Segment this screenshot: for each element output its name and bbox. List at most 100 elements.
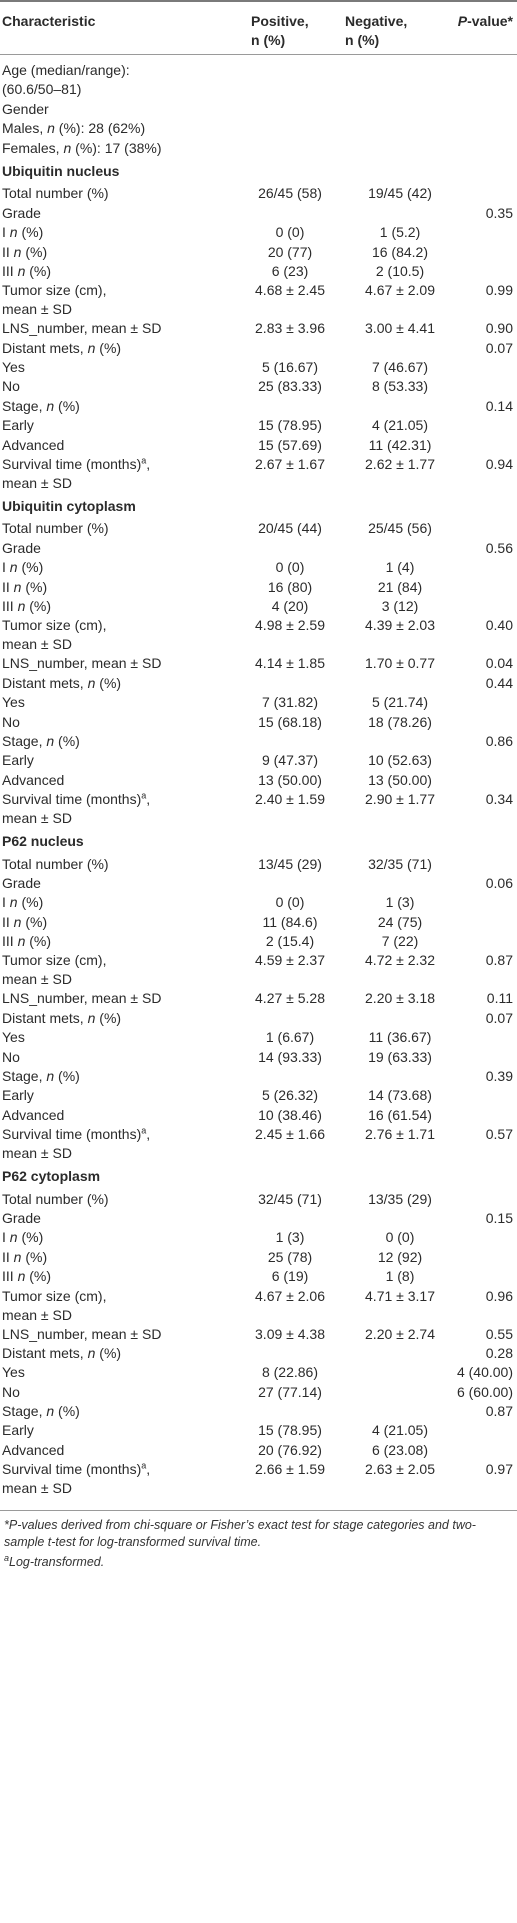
- section-header-row: P62 nucleus: [0, 828, 517, 854]
- positive-cell: 15 (78.95): [258, 1422, 322, 1439]
- row-label: Grade: [2, 204, 41, 221]
- pvalue-cell: [455, 1248, 517, 1267]
- pvalue-cell: 0.87: [485, 1403, 513, 1420]
- positive-cell: 25 (78): [267, 1248, 313, 1265]
- row-label: Yes: [2, 359, 25, 376]
- pvalue-cell: 0.86: [485, 732, 513, 749]
- negative-cell: [345, 1402, 455, 1421]
- positive-cell: 32/45 (71): [258, 1190, 322, 1207]
- pvalue-cell: 0.11: [486, 990, 513, 1007]
- row-label: Grade: [2, 874, 41, 891]
- table-row: LNS_number, mean ± SD 3.09 ± 4.38 2.20 ± 2…: [0, 1325, 517, 1344]
- pvalue-cell: 0.35: [485, 204, 513, 221]
- negative-cell: 10 (52.63): [368, 752, 432, 769]
- table-row: Yes 8 (22.86) 4 (40.00): [0, 1363, 517, 1382]
- table-row: Tumor size (cm), mean ± SD 4.67 ± 2.06 4.71…: [0, 1287, 517, 1325]
- table-row: Survival time (months)a, mean ± SD 2.45 ± …: [0, 1125, 517, 1163]
- row-label: Distant mets, n (%): [2, 1344, 122, 1361]
- table-row: Advanced 15 (57.69) 11 (42.31): [0, 436, 517, 455]
- negative-cell: [345, 339, 455, 358]
- row-label: LNS_number, mean ± SD: [2, 990, 162, 1007]
- row-label: Total number (%): [2, 185, 109, 202]
- general-row: (60.6/50–81): [0, 80, 517, 99]
- pvalue-cell: [455, 578, 517, 597]
- row-label: Total number (%): [2, 1190, 109, 1207]
- negative-cell: [345, 1209, 455, 1228]
- pvalue-cell: 0.14: [485, 397, 513, 414]
- positive-cell: 20 (77): [267, 243, 313, 260]
- pvalue-cell: [455, 223, 517, 242]
- pvalue-cell: [455, 519, 517, 538]
- negative-cell: 14 (73.68): [368, 1087, 432, 1104]
- row-label: Distant mets, n (%): [2, 1009, 122, 1026]
- positive-cell: 16 (80): [267, 578, 313, 595]
- negative-cell: 3 (12): [381, 597, 419, 614]
- row-label: II n (%): [2, 913, 48, 930]
- table-row: I n (%) 1 (3) 0 (0): [0, 1228, 517, 1247]
- section-header-row: Ubiquitin nucleus: [0, 158, 517, 184]
- positive-cell: 2.45 ± 1.66: [255, 1126, 325, 1143]
- row-label: III n (%): [2, 933, 52, 950]
- table-row: Tumor size (cm), mean ± SD 4.98 ± 2.59 4.39…: [0, 616, 517, 654]
- table-row: Stage, n (%) 0.87: [0, 1402, 517, 1421]
- positive-cell: [235, 1344, 345, 1363]
- row-label: II n (%): [2, 578, 48, 595]
- row-label: Tumor size (cm), mean ± SD: [2, 1287, 107, 1323]
- pvalue-cell: 0.34: [485, 791, 513, 808]
- table-row: Early 15 (78.95) 4 (21.05): [0, 416, 517, 435]
- table-row: Yes 1 (6.67) 11 (36.67): [0, 1028, 517, 1047]
- row-label: I n (%): [2, 894, 44, 911]
- positive-cell: 13 (50.00): [258, 771, 322, 788]
- negative-cell: 6 (23.08): [371, 1441, 429, 1458]
- negative-cell: 18 (78.26): [368, 713, 432, 730]
- negative-cell: 1.70 ± 0.77: [365, 655, 435, 672]
- table-row: No 15 (68.18) 18 (78.26): [0, 713, 517, 732]
- positive-cell: [235, 732, 345, 751]
- row-label: Yes: [2, 694, 25, 711]
- pvalue-cell: 6 (60.00): [456, 1383, 513, 1400]
- positive-cell: 13/45 (29): [258, 855, 322, 872]
- negative-cell: 8 (53.33): [371, 378, 429, 395]
- pvalue-cell: [455, 1267, 517, 1286]
- positive-cell: 4.59 ± 2.37: [255, 952, 325, 969]
- table-row: Grade 0.15: [0, 1209, 517, 1228]
- table-row: No 25 (83.33) 8 (53.33): [0, 377, 517, 396]
- positive-cell: 3.09 ± 4.38: [255, 1325, 325, 1342]
- negative-cell: 1 (3): [385, 894, 415, 911]
- positive-cell: 5 (16.67): [261, 359, 319, 376]
- positive-cell: 4.98 ± 2.59: [255, 617, 325, 634]
- negative-cell: 4.39 ± 2.03: [365, 617, 435, 634]
- positive-cell: 4.67 ± 2.06: [255, 1287, 325, 1304]
- positive-cell: [235, 674, 345, 693]
- positive-cell: 8 (22.86): [261, 1364, 319, 1381]
- pvalue-cell: 0.04: [485, 655, 513, 672]
- row-label: LNS_number, mean ± SD: [2, 320, 162, 337]
- table-row: Advanced 20 (76.92) 6 (23.08): [0, 1441, 517, 1460]
- table-footnotes: *P-values derived from chi-square or Fis…: [0, 1510, 517, 1571]
- positive-cell: [235, 397, 345, 416]
- table-row: Grade 0.06: [0, 874, 517, 893]
- negative-cell: 2.90 ± 1.77: [365, 791, 435, 808]
- table-row: III n (%) 6 (23) 2 (10.5): [0, 262, 517, 281]
- positive-cell: [235, 1209, 345, 1228]
- negative-cell: [345, 874, 455, 893]
- row-label: LNS_number, mean ± SD: [2, 655, 162, 672]
- section-title: P62 nucleus: [2, 833, 84, 850]
- table-row: Grade 0.56: [0, 539, 517, 558]
- pvalue-cell: [455, 913, 517, 932]
- pvalue-cell: [455, 713, 517, 732]
- positive-cell: 1 (3): [275, 1229, 305, 1246]
- positive-cell: [235, 1402, 345, 1421]
- pvalue-cell: [455, 184, 517, 203]
- negative-cell: 3.00 ± 4.41: [365, 320, 435, 337]
- positive-cell: [235, 1067, 345, 1086]
- positive-cell: 10 (38.46): [258, 1106, 322, 1123]
- general-row: Age (median/range):: [0, 55, 517, 81]
- positive-cell: 0 (0): [275, 559, 305, 576]
- negative-cell: 0 (0): [385, 1229, 415, 1246]
- general-text: (60.6/50–81): [2, 81, 82, 98]
- general-text: Females, n (%): 17 (38%): [2, 139, 162, 156]
- negative-cell: 4 (21.05): [371, 1422, 429, 1439]
- negative-cell: 19/45 (42): [368, 185, 432, 202]
- negative-cell: 4.71 ± 3.17: [365, 1287, 435, 1304]
